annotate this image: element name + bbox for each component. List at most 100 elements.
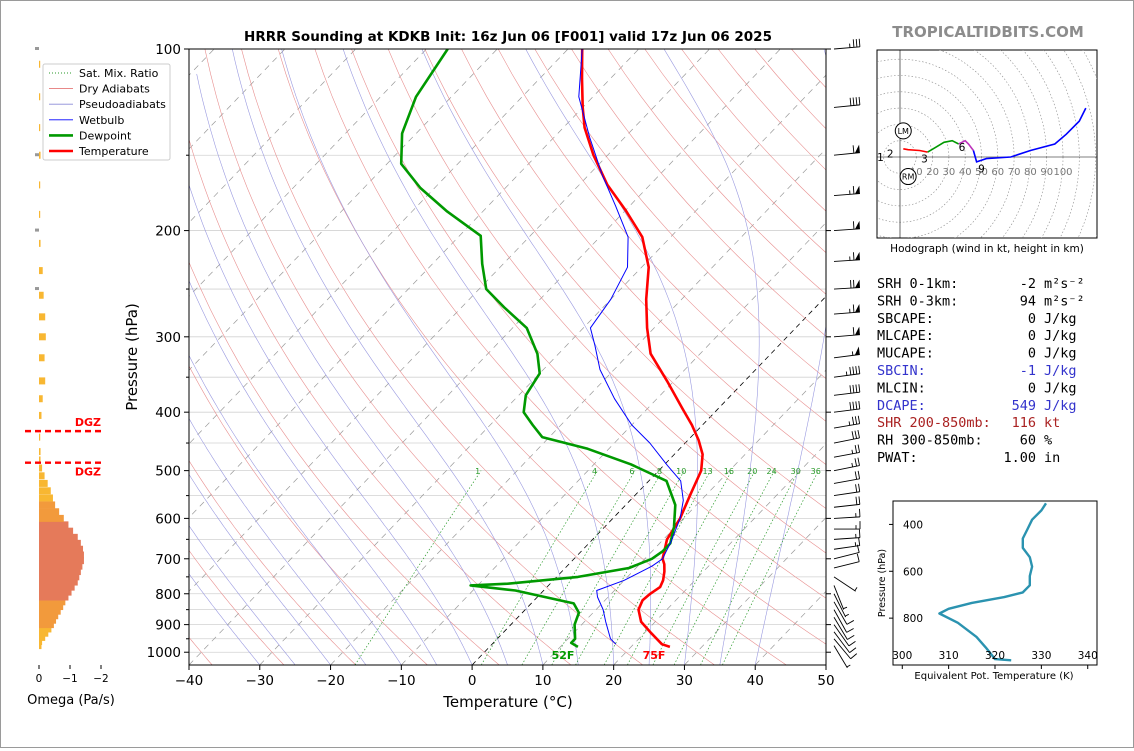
temperature-tick-label: 40: [747, 673, 764, 689]
barb-flag: [847, 628, 854, 632]
pseudoadiabat: [74, 196, 330, 665]
barb-staff: [834, 452, 860, 457]
mixing-ratio-label: 13: [702, 467, 712, 476]
theta-e-xtick-label: 300: [892, 650, 912, 662]
omega-bar: [39, 412, 41, 419]
barb-staff: [834, 646, 847, 668]
theta-e-xtick-label: 320: [985, 650, 1005, 662]
barb-staff: [834, 438, 859, 443]
pseudoadiabat: [343, 49, 614, 665]
wind-barb: [834, 458, 859, 471]
theta-e-ytick-label: 600: [903, 566, 923, 578]
stat-label: SRH 0-3km:: [877, 293, 958, 309]
stat-unit: J/kg: [1044, 380, 1077, 396]
mixing-ratio-label: 6: [629, 467, 634, 476]
barb-flag: [858, 458, 860, 466]
temperature-tick-label: 10: [534, 673, 551, 689]
omega-bar: [39, 313, 45, 320]
barb-pennant: [855, 304, 860, 312]
barb-staff: [834, 105, 860, 108]
mixing-ratio-label: 4: [592, 467, 597, 476]
omega-bar: [39, 211, 40, 218]
stat-unit: in: [1044, 450, 1060, 466]
wetbulb-profile: [579, 49, 684, 644]
stat-value: 549: [1012, 398, 1036, 414]
barb-flag: [847, 620, 854, 624]
barb-flag: [856, 401, 857, 409]
temperature-tick-label: 30: [676, 673, 693, 689]
omega-level-marker: [35, 47, 39, 50]
wind-barb: [834, 347, 860, 358]
barb-staff: [834, 409, 860, 412]
stat-value: 0: [1028, 380, 1036, 396]
omega-bar: [39, 181, 40, 188]
stat-label: SBCAPE:: [877, 311, 934, 327]
stat-value: 60: [1020, 433, 1036, 449]
barb-half-flag: [849, 421, 850, 425]
barb-flag: [859, 384, 860, 392]
barb-staff: [834, 552, 859, 558]
barb-flag: [855, 471, 856, 479]
temperature-tick-label: 50: [817, 673, 834, 689]
omega-bar: [39, 494, 53, 501]
barb-flag: [855, 445, 856, 453]
pseudoadiabat: [232, 49, 543, 665]
wind-barb: [834, 304, 860, 314]
hodograph-height-label: 9: [978, 163, 985, 175]
wind-barb: [834, 145, 860, 156]
omega-tick-label: −1: [62, 673, 77, 685]
temperature-tick-label: −30: [246, 673, 275, 689]
omega-tick-label: −2: [93, 673, 108, 685]
mixing-ratio-label: 36: [811, 467, 821, 476]
stat-value: -2: [1020, 276, 1036, 292]
pseudoadiabat: [422, 49, 651, 665]
wind-barb: [834, 327, 860, 337]
barb-staff: [834, 577, 856, 591]
omega-bar: [39, 377, 45, 384]
legend-label: Temperature: [78, 145, 149, 158]
wind-barb: [834, 496, 860, 507]
temperature-tick-label: −40: [175, 673, 204, 689]
isotherm-line: [1, 49, 2, 665]
barb-flag: [858, 471, 859, 479]
skewt-axes: 1002003004005006007008009001000−40−30−20…: [147, 42, 835, 689]
omega-bar: [39, 354, 45, 361]
stat-value: 1.00: [1003, 450, 1036, 466]
barb-flag: [853, 145, 854, 153]
omega-bar: [39, 124, 40, 131]
hodograph-ring-label: 40: [959, 167, 972, 178]
barb-flag: [853, 327, 854, 335]
pressure-tick-label: 500: [155, 464, 181, 480]
barb-pennant: [855, 280, 860, 288]
stat-label: SHR 200-850mb:: [877, 415, 991, 431]
barb-pennant: [855, 186, 860, 194]
mixing-ratio-line: [355, 471, 481, 665]
temperature-profile: [582, 49, 703, 647]
wind-barb: [834, 97, 860, 108]
omega-level-marker: [35, 287, 39, 290]
mixing-ratio-label: 10: [676, 467, 686, 476]
hodograph-ring-label: 60: [991, 167, 1004, 178]
dgz-label: DGZ: [75, 416, 101, 429]
omega-bar: [39, 515, 64, 522]
stat-unit: J/kg: [1044, 363, 1077, 379]
omega-bar: [39, 472, 45, 479]
hodograph-height-label: 1: [877, 152, 884, 164]
wind-barb: [834, 430, 859, 443]
barb-flag: [858, 416, 859, 424]
mixing-ratio-line: [653, 471, 755, 665]
omega-xlabel: Omega (Pa/s): [27, 693, 115, 708]
barb-flag: [855, 431, 857, 439]
theta-e-xtick-label: 330: [1031, 650, 1051, 662]
stat-label: SRH 0-1km:: [877, 276, 958, 292]
omega-bar: [39, 487, 51, 494]
barb-staff: [834, 392, 860, 395]
isotherm-line: [118, 49, 709, 665]
barb-half-flag: [847, 665, 850, 667]
dry-adiabat: [278, 49, 786, 665]
skewt-profiles: [401, 49, 702, 647]
barb-flag: [849, 641, 856, 646]
